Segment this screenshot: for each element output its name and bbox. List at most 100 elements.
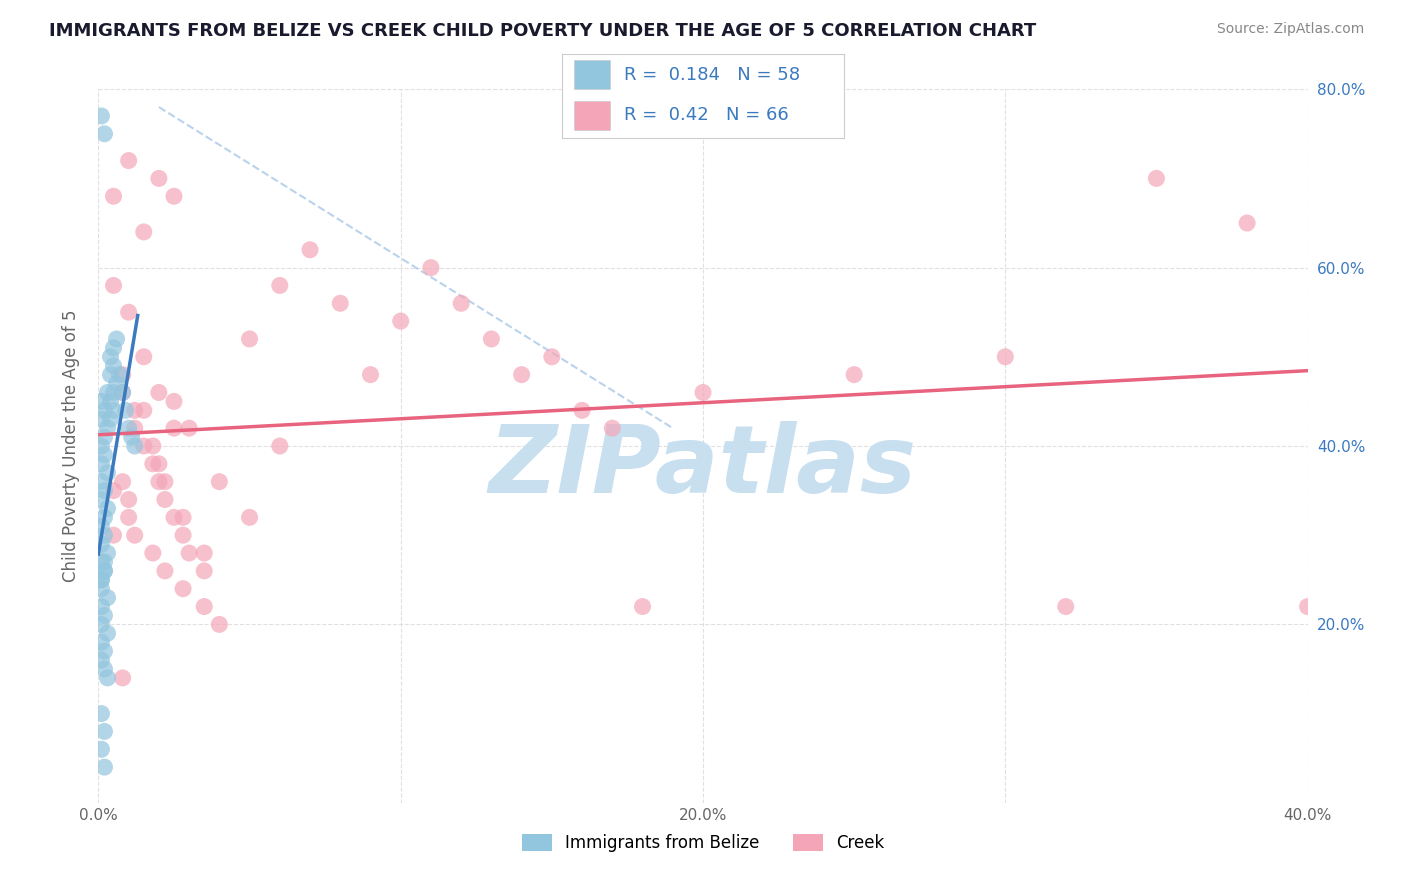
Point	[124, 403, 146, 417]
Point	[96, 501, 118, 516]
Point	[96, 546, 118, 560]
Point	[93, 644, 115, 658]
Point	[93, 555, 115, 569]
Point	[90, 635, 112, 649]
Point	[96, 466, 118, 480]
Point	[193, 599, 215, 614]
Point	[148, 385, 170, 400]
Point	[124, 421, 146, 435]
Point	[90, 555, 112, 569]
Point	[90, 519, 112, 533]
Point	[540, 350, 562, 364]
Point	[239, 510, 262, 524]
Point	[90, 394, 112, 409]
Point	[994, 350, 1017, 364]
Point	[142, 457, 165, 471]
Point	[1236, 216, 1258, 230]
Point	[269, 278, 291, 293]
Point	[96, 421, 118, 435]
Point	[510, 368, 533, 382]
Point	[90, 457, 112, 471]
Point	[111, 385, 134, 400]
Point	[103, 359, 125, 373]
Point	[142, 439, 165, 453]
Point	[602, 421, 624, 435]
Point	[118, 510, 141, 524]
Point	[103, 278, 125, 293]
Legend: Immigrants from Belize, Creek: Immigrants from Belize, Creek	[515, 827, 891, 859]
Point	[93, 430, 115, 444]
FancyBboxPatch shape	[574, 61, 610, 89]
Point	[100, 394, 122, 409]
Point	[108, 368, 131, 382]
Point	[111, 385, 134, 400]
Point	[90, 573, 112, 587]
Point	[193, 564, 215, 578]
Point	[163, 421, 186, 435]
Point	[132, 439, 155, 453]
Point	[299, 243, 322, 257]
Point	[93, 724, 115, 739]
Point	[111, 671, 134, 685]
Point	[132, 225, 155, 239]
Point	[93, 483, 115, 498]
Text: ZIPatlas: ZIPatlas	[489, 421, 917, 514]
Point	[148, 171, 170, 186]
Point	[111, 475, 134, 489]
Point	[481, 332, 503, 346]
Y-axis label: Child Poverty Under the Age of 5: Child Poverty Under the Age of 5	[62, 310, 80, 582]
Point	[100, 412, 122, 426]
Point	[93, 510, 115, 524]
Point	[93, 448, 115, 462]
Point	[571, 403, 593, 417]
Point	[389, 314, 412, 328]
Point	[450, 296, 472, 310]
Point	[163, 394, 186, 409]
Point	[93, 403, 115, 417]
Point	[329, 296, 352, 310]
Point	[121, 430, 143, 444]
Point	[193, 546, 215, 560]
Point	[90, 653, 112, 667]
Point	[172, 510, 194, 524]
Point	[163, 189, 186, 203]
Point	[90, 599, 112, 614]
Text: Source: ZipAtlas.com: Source: ZipAtlas.com	[1216, 22, 1364, 37]
Point	[163, 510, 186, 524]
Point	[208, 475, 231, 489]
Point	[631, 599, 654, 614]
Point	[1144, 171, 1167, 186]
Point	[103, 189, 125, 203]
Point	[90, 492, 112, 507]
Point	[100, 368, 122, 382]
Point	[105, 332, 128, 346]
Point	[96, 591, 118, 605]
Point	[93, 127, 115, 141]
Point	[90, 573, 112, 587]
Point	[118, 492, 141, 507]
Point	[132, 350, 155, 364]
Point	[269, 439, 291, 453]
Point	[179, 546, 201, 560]
Point	[172, 582, 194, 596]
Point	[153, 564, 176, 578]
Point	[103, 385, 125, 400]
Point	[90, 475, 112, 489]
Point	[114, 403, 136, 417]
Point	[96, 671, 118, 685]
Point	[239, 332, 262, 346]
Point	[93, 760, 115, 774]
Point	[172, 528, 194, 542]
Point	[1054, 599, 1077, 614]
Text: R =  0.184   N = 58: R = 0.184 N = 58	[624, 66, 800, 84]
Point	[100, 350, 122, 364]
Point	[118, 421, 141, 435]
Point	[90, 109, 112, 123]
Point	[360, 368, 382, 382]
Point	[90, 537, 112, 551]
FancyBboxPatch shape	[574, 101, 610, 130]
Point	[208, 617, 231, 632]
Point	[111, 368, 134, 382]
Point	[103, 403, 125, 417]
Point	[124, 439, 146, 453]
